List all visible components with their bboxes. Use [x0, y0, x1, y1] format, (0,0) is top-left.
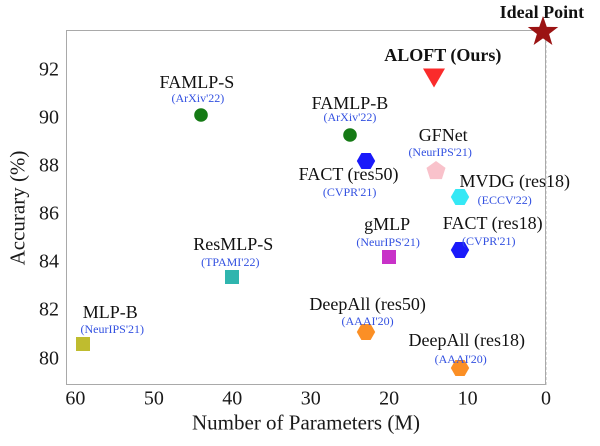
ideal-point-star-marker	[527, 16, 559, 46]
ideal-point-label: Ideal Point	[499, 2, 585, 23]
mvdg-res18-venue-label: (ECCV'22)	[477, 193, 532, 208]
x-axis-label: Number of Parameters (M)	[191, 410, 421, 435]
y-tick-label-92: 92	[39, 58, 59, 81]
resmlp-s-square-marker	[225, 269, 240, 284]
x-tick-label-40: 40	[222, 387, 243, 410]
gmlp-label: gMLP	[364, 214, 411, 235]
aloft-ours-label: ALOFT (Ours)	[384, 44, 502, 65]
x-tick-label-60: 60	[65, 387, 86, 410]
mlp-b-venue-label: (NeurIPS'21)	[80, 322, 145, 337]
famlp-b-venue-label: (ArXiv'22)	[323, 109, 377, 124]
x-tick-label-50: 50	[143, 387, 164, 410]
x-tick-label-10: 10	[457, 387, 478, 410]
mvdg-res18-label: MVDG (res18)	[459, 171, 570, 192]
aloft-ours-triangle-down-marker	[422, 68, 445, 88]
y-axis-label: Accurary (%)	[5, 150, 30, 266]
mvdg-res18-hexagon-marker	[450, 189, 469, 206]
x-tick-label-20: 20	[379, 387, 400, 410]
plot-area	[66, 30, 546, 385]
deepall-res50-venue-label: (AAAI'20)	[341, 314, 394, 329]
famlp-s-label: FAMLP-S	[159, 72, 235, 93]
y-tick-label-88: 88	[39, 154, 59, 177]
gfnet-pentagon-marker	[426, 160, 446, 179]
x-tick-label-30: 30	[300, 387, 321, 410]
y-tick-label-86: 86	[39, 202, 59, 225]
y-tick-label-82: 82	[39, 298, 59, 321]
deepall-res50-hexagon-marker	[356, 324, 375, 341]
fact-res50-hexagon-marker	[356, 153, 375, 170]
fact-res18-hexagon-marker	[450, 242, 469, 259]
deepall-res18-label: DeepAll (res18)	[408, 330, 525, 351]
deepall-res18-hexagon-marker	[450, 360, 469, 377]
famlp-s-circle-marker	[194, 108, 208, 123]
y-tick-label-80: 80	[39, 347, 59, 370]
fact-res50-venue-label: (CVPR'21)	[322, 185, 377, 200]
fact-res18-label: FACT (res18)	[442, 213, 543, 234]
gridline-x-0	[546, 30, 547, 385]
famlp-b-circle-marker	[343, 127, 357, 142]
deepall-res18-venue-label: (AAAI'20)	[434, 352, 487, 367]
fact-res18-venue-label: (CVPR'21)	[461, 234, 516, 249]
resmlp-s-venue-label: (TPAMI'22)	[201, 254, 260, 269]
resmlp-s-label: ResMLP-S	[193, 233, 274, 254]
fact-res50-label: FACT (res50)	[298, 164, 399, 185]
deepall-res50-label: DeepAll (res50)	[309, 294, 426, 315]
gmlp-venue-label: (NeurIPS'21)	[356, 235, 420, 250]
mlp-b-square-marker	[76, 337, 91, 352]
mlp-b-label: MLP-B	[82, 302, 138, 323]
y-tick-label-84: 84	[39, 250, 59, 273]
famlp-s-venue-label: (ArXiv'22)	[171, 91, 225, 106]
gmlp-square-marker	[382, 250, 397, 265]
gfnet-label: GFNet	[418, 124, 468, 145]
y-tick-label-90: 90	[39, 106, 59, 129]
x-tick-label-0: 0	[541, 387, 551, 410]
famlp-b-label: FAMLP-B	[311, 92, 389, 113]
gfnet-venue-label: (NeurIPS'21)	[408, 144, 472, 159]
